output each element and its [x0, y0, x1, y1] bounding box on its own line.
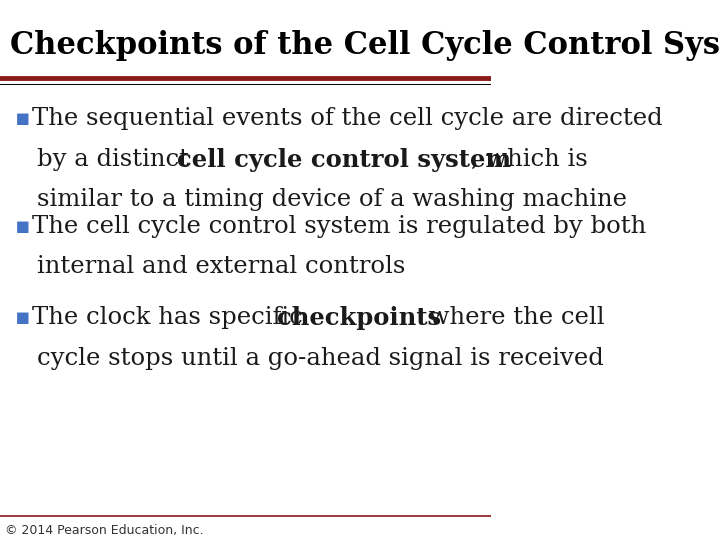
Text: where the cell: where the cell	[421, 306, 605, 329]
Text: The sequential events of the cell cycle are directed: The sequential events of the cell cycle …	[32, 107, 662, 131]
Text: © 2014 Pearson Education, Inc.: © 2014 Pearson Education, Inc.	[5, 524, 204, 537]
Text: ▪: ▪	[14, 306, 30, 329]
Text: ▪: ▪	[14, 107, 30, 131]
Text: checkpoints: checkpoints	[277, 306, 441, 330]
Text: Checkpoints of the Cell Cycle Control System: Checkpoints of the Cell Cycle Control Sy…	[10, 30, 720, 60]
Text: The clock has specific: The clock has specific	[32, 306, 310, 329]
Text: The cell cycle control system is regulated by both: The cell cycle control system is regulat…	[32, 215, 646, 238]
Text: cycle stops until a go-ahead signal is received: cycle stops until a go-ahead signal is r…	[37, 347, 603, 369]
Text: , which is: , which is	[472, 148, 588, 171]
Text: internal and external controls: internal and external controls	[37, 255, 405, 278]
Text: similar to a timing device of a washing machine: similar to a timing device of a washing …	[37, 188, 627, 211]
Text: ▪: ▪	[14, 215, 30, 238]
Text: cell cycle control system: cell cycle control system	[177, 148, 511, 172]
Text: by a distinct: by a distinct	[37, 148, 197, 171]
